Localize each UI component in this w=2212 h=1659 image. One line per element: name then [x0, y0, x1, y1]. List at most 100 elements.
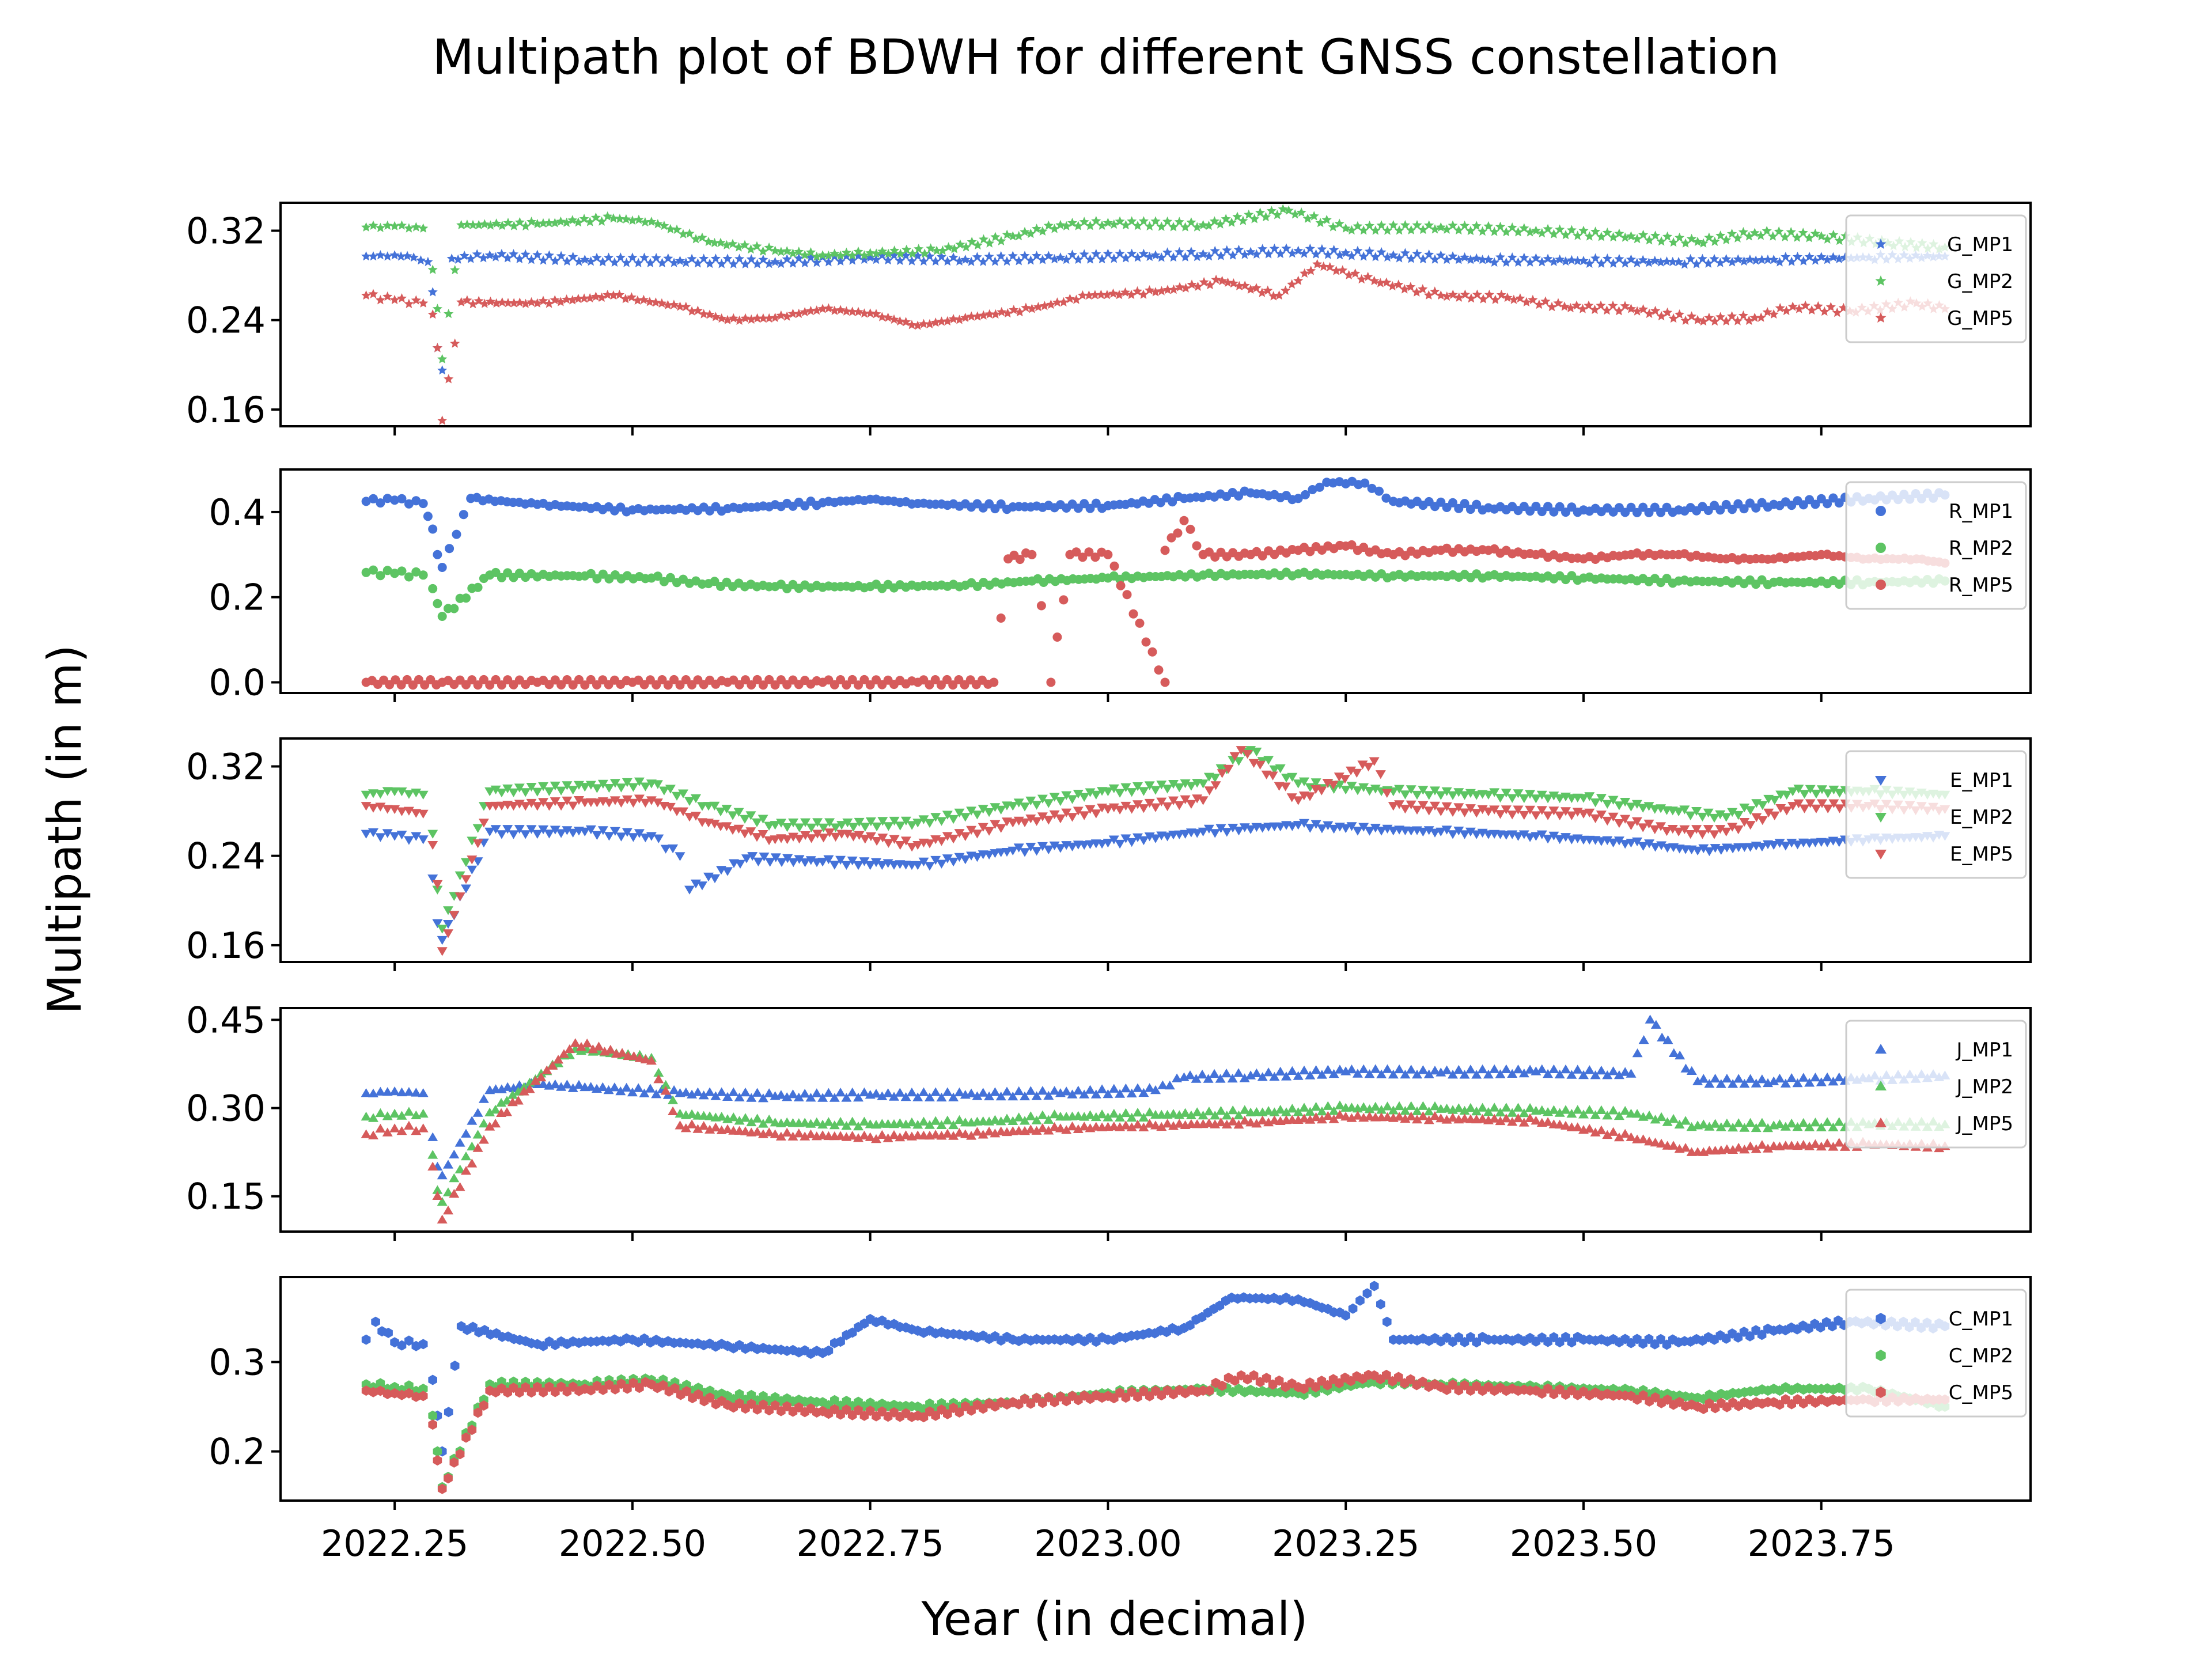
- data-point: [1412, 790, 1422, 800]
- data-point: [930, 317, 941, 327]
- data-point: [1638, 1134, 1649, 1143]
- data-point: [411, 222, 421, 232]
- data-point: [882, 1088, 893, 1097]
- data-point: [1781, 305, 1791, 316]
- data-point: [1751, 1078, 1762, 1088]
- data-point: [1478, 255, 1488, 264]
- data-point: [608, 213, 619, 223]
- data-point: [1566, 1070, 1577, 1079]
- data-point: [794, 253, 804, 263]
- data-point: [1293, 1107, 1304, 1116]
- data-point: [1175, 282, 1185, 291]
- data-point: [1756, 843, 1767, 852]
- data-point: [1388, 220, 1399, 230]
- data-point: [918, 256, 929, 266]
- data-point: [555, 216, 566, 226]
- data-point: [1084, 547, 1094, 557]
- data-point: [1602, 253, 1612, 263]
- data-point: [562, 826, 573, 835]
- data-point: [1138, 216, 1149, 226]
- data-point: [1025, 815, 1036, 824]
- data-point: [375, 1108, 386, 1118]
- data-point: [382, 787, 393, 796]
- data-point: [418, 1339, 428, 1350]
- data-point: [1328, 1114, 1339, 1123]
- data-point: [1657, 1032, 1668, 1041]
- data-point: [1745, 806, 1756, 815]
- data-point: [1323, 1380, 1332, 1391]
- data-point: [1168, 284, 1179, 294]
- data-point: [954, 1115, 965, 1124]
- data-point: [1180, 795, 1191, 805]
- data-point: [544, 787, 555, 796]
- data-point: [1242, 750, 1253, 759]
- data-point: [1272, 210, 1282, 219]
- data-point: [1059, 595, 1069, 605]
- data-point: [1620, 815, 1631, 824]
- data-point: [461, 1128, 471, 1138]
- data-point: [704, 1087, 715, 1096]
- data-point: [1525, 257, 1535, 267]
- data-point: [496, 830, 507, 839]
- data-point: [411, 809, 422, 818]
- data-point: [1310, 1101, 1321, 1111]
- data-point: [1287, 1066, 1298, 1075]
- data-point: [1832, 308, 1842, 317]
- data-point: [1049, 810, 1060, 820]
- data-point: [1287, 822, 1298, 831]
- data-point: [788, 858, 799, 868]
- data-point: [658, 786, 669, 796]
- data-point: [1002, 256, 1012, 266]
- data-point: [368, 1113, 378, 1122]
- data-point: [1061, 254, 1071, 264]
- data-point: [912, 861, 923, 870]
- data-point: [1299, 777, 1309, 786]
- data-point: [1751, 1144, 1762, 1153]
- data-point: [1387, 281, 1397, 291]
- y-tick-label: 0.15: [186, 1176, 266, 1218]
- data-point: [925, 319, 935, 329]
- data-point: [478, 1135, 489, 1144]
- data-point: [669, 1085, 680, 1094]
- data-point: [877, 861, 888, 870]
- data-point: [484, 1122, 495, 1131]
- data-point: [484, 827, 495, 836]
- data-point: [1459, 1105, 1470, 1115]
- data-points: [361, 1014, 1950, 1224]
- data-point: [1781, 806, 1792, 816]
- data-point: [1418, 284, 1428, 294]
- data-point: [1704, 847, 1715, 857]
- data-point: [703, 236, 714, 247]
- data-point: [1430, 1066, 1440, 1075]
- data-point: [721, 805, 732, 814]
- data-point: [437, 1483, 447, 1494]
- data-point: [1638, 804, 1649, 813]
- data-point: [787, 308, 798, 319]
- data-point: [907, 320, 917, 329]
- data-point: [1602, 816, 1613, 826]
- data-point: [824, 1345, 834, 1356]
- data-point: [692, 1124, 703, 1133]
- data-point: [1340, 786, 1351, 795]
- data-point: [396, 251, 406, 261]
- data-point: [990, 803, 1001, 812]
- data-point: [1394, 1064, 1405, 1074]
- data-point: [1215, 1105, 1226, 1115]
- data-point: [444, 309, 454, 319]
- data-point: [1162, 802, 1173, 812]
- data-point: [1358, 225, 1369, 235]
- data-point: [472, 1130, 483, 1139]
- data-point: [1565, 302, 1576, 313]
- data-point: [375, 250, 385, 260]
- data-point: [472, 857, 483, 866]
- data-point: [478, 1094, 489, 1103]
- data-point: [859, 1087, 870, 1097]
- data-point: [1205, 1385, 1214, 1396]
- data-point: [1412, 248, 1422, 258]
- data-point: [1061, 1125, 1072, 1134]
- data-point: [1050, 254, 1060, 264]
- data-point: [461, 875, 471, 884]
- data-point: [420, 680, 430, 690]
- data-point: [949, 244, 960, 253]
- data-point: [817, 1119, 828, 1129]
